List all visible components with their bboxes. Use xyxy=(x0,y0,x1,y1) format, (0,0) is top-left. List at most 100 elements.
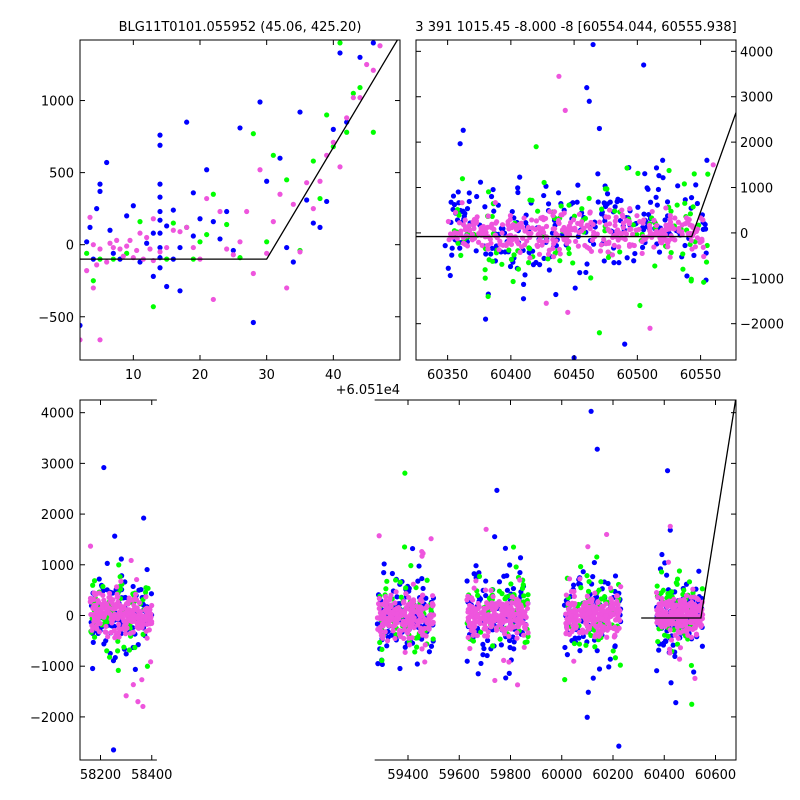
y-tick-label: −2000 xyxy=(30,711,74,726)
data-point xyxy=(525,630,531,636)
data-point xyxy=(546,267,552,273)
data-point xyxy=(420,585,426,592)
data-point xyxy=(397,665,403,672)
data-point xyxy=(190,190,196,196)
data-point xyxy=(489,602,495,608)
data-point xyxy=(164,223,170,229)
data-point xyxy=(666,598,672,604)
data-point xyxy=(547,208,553,215)
data-point xyxy=(463,224,469,230)
data-point xyxy=(337,164,343,170)
data-point xyxy=(500,225,506,232)
data-point xyxy=(664,572,670,578)
data-point xyxy=(587,210,593,216)
data-point xyxy=(525,224,531,231)
data-point xyxy=(609,252,616,258)
y-tick-label: 1000 xyxy=(41,95,74,110)
data-point xyxy=(148,659,154,665)
data-point xyxy=(585,588,592,594)
data-point xyxy=(127,237,133,243)
data-point xyxy=(617,662,623,668)
y-tick-label: 1000 xyxy=(41,559,74,574)
data-point xyxy=(672,653,678,659)
data-point xyxy=(589,237,596,243)
data-point xyxy=(488,624,494,630)
data-point xyxy=(699,643,705,649)
data-point xyxy=(575,182,581,188)
data-point xyxy=(603,613,609,619)
plot-area xyxy=(416,41,736,360)
data-point xyxy=(591,559,597,566)
data-point xyxy=(442,243,448,249)
data-point xyxy=(90,582,96,588)
data-point xyxy=(177,288,183,294)
data-point xyxy=(658,590,664,596)
data-point xyxy=(667,627,673,633)
axis-frame-left xyxy=(79,399,157,761)
data-point xyxy=(578,607,584,613)
data-point xyxy=(396,616,402,622)
data-point xyxy=(673,580,679,586)
data-point xyxy=(539,242,545,248)
data-point xyxy=(394,594,400,600)
data-point xyxy=(571,658,577,664)
data-point xyxy=(459,200,465,206)
data-point xyxy=(590,675,596,681)
data-point xyxy=(116,562,122,568)
data-point xyxy=(710,162,716,168)
data-point xyxy=(668,250,674,256)
data-point xyxy=(601,236,607,243)
data-point xyxy=(377,624,383,631)
data-point xyxy=(668,680,674,686)
data-point xyxy=(84,250,90,256)
data-point xyxy=(702,226,709,232)
data-point xyxy=(574,199,580,205)
data-point xyxy=(344,115,350,121)
data-point xyxy=(370,67,376,73)
data-point xyxy=(419,548,425,555)
data-point xyxy=(490,643,496,649)
data-point xyxy=(426,626,432,632)
data-point xyxy=(519,585,526,591)
data-point xyxy=(304,197,310,203)
data-point xyxy=(350,90,356,96)
x-tick-label: 58400 xyxy=(131,768,172,783)
data-point xyxy=(230,247,236,254)
data-point xyxy=(629,231,636,237)
data-point xyxy=(676,656,683,662)
data-point xyxy=(494,219,500,225)
data-point xyxy=(656,647,662,653)
data-point xyxy=(389,570,395,577)
data-point xyxy=(527,197,533,203)
data-point xyxy=(210,191,216,197)
data-point xyxy=(507,644,513,651)
data-point xyxy=(467,645,473,652)
data-point xyxy=(197,216,203,222)
data-point xyxy=(525,633,531,640)
data-point xyxy=(483,526,489,532)
data-point xyxy=(553,291,559,298)
data-point xyxy=(685,608,691,614)
data-point xyxy=(106,590,113,596)
data-point xyxy=(544,238,550,244)
data-point xyxy=(639,250,645,256)
data-point xyxy=(104,159,110,166)
data-point xyxy=(556,246,563,252)
data-point xyxy=(641,62,647,68)
data-point xyxy=(623,231,630,237)
data-point xyxy=(414,661,420,667)
data-point xyxy=(473,608,479,614)
data-point xyxy=(651,244,657,250)
data-point xyxy=(668,609,674,615)
data-point xyxy=(584,222,590,228)
data-point xyxy=(507,213,514,219)
x-tick-label: 60200 xyxy=(592,768,633,783)
data-point xyxy=(117,586,124,592)
data-point xyxy=(383,586,389,592)
data-point xyxy=(654,668,660,674)
data-point xyxy=(330,139,336,145)
data-point xyxy=(378,632,385,638)
data-point xyxy=(157,181,163,187)
data-point xyxy=(454,236,460,242)
data-point xyxy=(386,606,392,612)
